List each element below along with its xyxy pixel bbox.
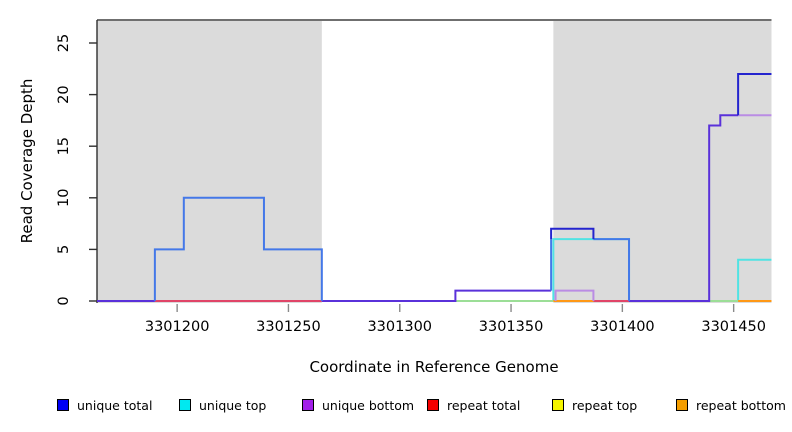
legend: unique total unique top unique bottom re… — [0, 397, 792, 417]
legend-label: repeat top — [572, 397, 638, 413]
legend-label: repeat total — [447, 397, 521, 413]
x-tick-label: 3301350 — [479, 319, 544, 335]
x-tick-label: 3301300 — [367, 319, 432, 335]
unique-total-line-e — [737, 72, 772, 116]
legend-item-unique-total: unique total — [57, 397, 152, 413]
shaded-region — [553, 19, 772, 303]
legend-label: unique top — [199, 397, 267, 413]
overlap-line-b — [321, 289, 552, 302]
y-tick-label: 25 — [56, 34, 72, 52]
unique-total-swatch-icon — [57, 399, 69, 411]
legend-item-repeat-bottom: repeat bottom — [676, 397, 786, 413]
legend-label: unique total — [77, 397, 153, 413]
y-tick-label: 15 — [56, 137, 72, 155]
coverage-plot: 0 5 10 15 20 25 3301200 3301250 3301300 3301350 33… — [56, 19, 772, 335]
legend-label: unique bottom — [322, 397, 415, 413]
unique-bottom-line-a — [554, 289, 595, 301]
unique-total-line-d — [550, 227, 595, 240]
repeat-top-swatch-icon — [552, 399, 564, 411]
x-tick-label: 3301250 — [256, 319, 321, 335]
legend-item-repeat-top: repeat top — [552, 397, 637, 413]
x-tick-label: 3301200 — [145, 319, 210, 335]
unique-top-swatch-icon — [179, 399, 191, 411]
legend-label: repeat bottom — [696, 397, 786, 413]
x-tick-label: 3301400 — [590, 319, 655, 335]
y-tick-label: 5 — [56, 245, 72, 254]
legend-item-unique-bottom: unique bottom — [302, 397, 414, 413]
y-tick-label: 0 — [56, 296, 72, 305]
unique-total-line-c — [593, 238, 631, 301]
legend-item-unique-top: unique top — [179, 397, 266, 413]
unique-bottom-swatch-icon — [302, 399, 314, 411]
x-tick-label: 3301450 — [701, 319, 766, 335]
y-tick-label: 10 — [56, 189, 72, 207]
x-axis-title: Coordinate in Reference Genome — [309, 358, 559, 376]
legend-item-repeat-total: repeat total — [427, 397, 520, 413]
repeat-total-swatch-icon — [427, 399, 439, 411]
repeat-bottom-swatch-icon — [676, 399, 688, 411]
unique-total-line-a — [153, 196, 323, 301]
y-axis-title: Read Coverage Depth — [18, 78, 36, 244]
overlap-line-c — [629, 114, 739, 302]
shaded-region — [97, 19, 322, 303]
y-tick-label: 20 — [56, 85, 72, 103]
